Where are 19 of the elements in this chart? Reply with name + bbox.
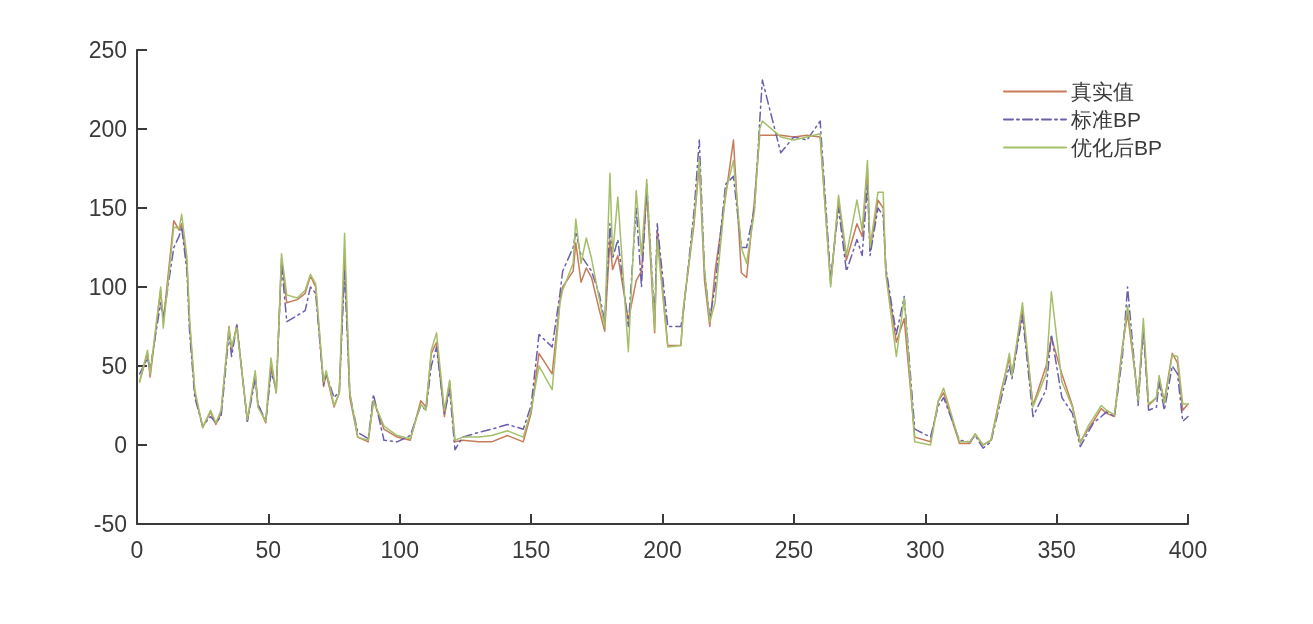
x-tick-label: 300 bbox=[906, 536, 945, 563]
legend-label: 标准BP bbox=[1069, 108, 1141, 131]
legend-label: 真实值 bbox=[1070, 80, 1134, 103]
x-tick-label: 400 bbox=[1168, 536, 1208, 563]
legend-label: 优化后BP bbox=[1070, 136, 1162, 159]
y-tick-label: 250 bbox=[88, 37, 127, 63]
y-tick-label: 0 bbox=[114, 432, 127, 458]
x-tick-label: 150 bbox=[511, 536, 551, 563]
x-tick-label: 50 bbox=[255, 536, 282, 563]
y-tick-label: 200 bbox=[88, 116, 127, 142]
y-tick-label: 150 bbox=[88, 195, 127, 221]
y-tick-label: 50 bbox=[101, 353, 127, 379]
x-tick-label: 100 bbox=[380, 536, 419, 563]
x-tick-label: 350 bbox=[1037, 536, 1076, 563]
x-tick-label: 250 bbox=[774, 536, 814, 563]
y-tick-label: -50 bbox=[93, 511, 127, 537]
x-tick-label: 200 bbox=[643, 536, 682, 563]
x-tick-label: 0 bbox=[130, 536, 144, 563]
y-tick-label: 100 bbox=[88, 274, 127, 300]
